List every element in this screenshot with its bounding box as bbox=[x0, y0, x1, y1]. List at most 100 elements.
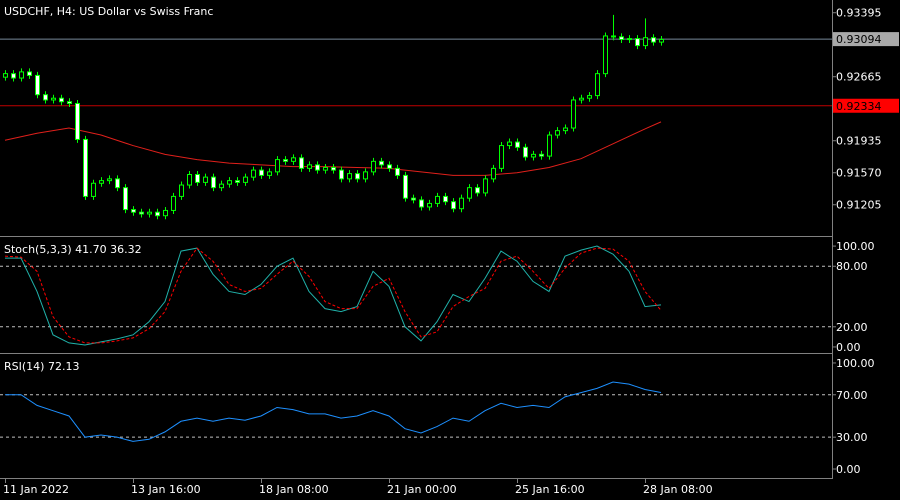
candle-body bbox=[411, 197, 416, 201]
x-tick-label: 18 Jan 08:00 bbox=[259, 483, 329, 496]
candle-body bbox=[107, 178, 112, 182]
candle-body bbox=[427, 202, 432, 208]
y-tick-label: 70.00 bbox=[836, 389, 868, 402]
candle-body bbox=[27, 71, 32, 76]
candle-body bbox=[395, 167, 400, 176]
candle-body bbox=[483, 178, 488, 194]
candle-body bbox=[643, 37, 648, 47]
candle-body bbox=[235, 180, 240, 183]
y-tick-label: 0.91205 bbox=[836, 199, 882, 212]
candle-body bbox=[539, 153, 544, 157]
candle-body bbox=[35, 74, 40, 96]
indicator-line bbox=[5, 245, 662, 346]
candle-body bbox=[619, 36, 624, 40]
candle-body bbox=[291, 157, 296, 162]
y-tick-label: 0.92665 bbox=[836, 71, 882, 84]
candle-body bbox=[443, 195, 448, 203]
x-tick-label: 13 Jan 16:00 bbox=[131, 483, 201, 496]
candle-body bbox=[531, 153, 536, 158]
y-tick-label: 100.00 bbox=[836, 357, 875, 370]
candle-body bbox=[227, 180, 232, 185]
y-tick-label: 20.00 bbox=[836, 321, 868, 334]
candle-body bbox=[155, 211, 160, 217]
candle-body bbox=[195, 173, 200, 183]
candle-body bbox=[11, 73, 16, 79]
candle-body bbox=[99, 180, 104, 184]
candle-body bbox=[403, 174, 408, 199]
candle-body bbox=[475, 187, 480, 194]
candle-body bbox=[115, 178, 120, 189]
candle-body bbox=[275, 159, 280, 173]
panel-title: USDCHF, H4: US Dollar vs Swiss Franc bbox=[4, 5, 213, 18]
x-tick-label: 21 Jan 00:00 bbox=[387, 483, 457, 496]
y-tick-label: 0.91935 bbox=[836, 135, 882, 148]
price-label: 0.93094 bbox=[836, 33, 882, 46]
candle-body bbox=[283, 159, 288, 162]
candle-body bbox=[163, 209, 168, 217]
candle-body bbox=[635, 38, 640, 47]
candle-body bbox=[131, 209, 136, 213]
candle-body bbox=[547, 134, 552, 157]
candle-body bbox=[451, 201, 456, 210]
candle-body bbox=[571, 99, 576, 129]
candle-body bbox=[243, 176, 248, 183]
price-label-box bbox=[833, 98, 899, 113]
candle-body bbox=[3, 73, 8, 78]
candle-body bbox=[611, 35, 616, 38]
candle-body bbox=[147, 211, 152, 215]
candle-body bbox=[203, 176, 208, 183]
panel-title: RSI(14) 72.13 bbox=[4, 360, 79, 373]
y-tick-label: 0.00 bbox=[836, 341, 861, 354]
candle-body bbox=[323, 166, 328, 171]
x-tick-label: 11 Jan 2022 bbox=[3, 483, 69, 496]
candle-body bbox=[555, 130, 560, 136]
candle-body bbox=[587, 95, 592, 99]
candle-body bbox=[659, 38, 664, 43]
candle-body bbox=[515, 141, 520, 148]
candle-body bbox=[651, 37, 656, 43]
candle-body bbox=[219, 183, 224, 189]
candle-body bbox=[123, 187, 128, 211]
y-tick-label: 0.00 bbox=[836, 463, 861, 476]
panel-title: Stoch(5,3,3) 41.70 36.32 bbox=[4, 243, 142, 256]
candle-body bbox=[67, 101, 72, 104]
candle-body bbox=[307, 164, 312, 169]
candle-body bbox=[267, 171, 272, 176]
candle-body bbox=[563, 127, 568, 132]
y-tick-label: 0.91570 bbox=[836, 167, 882, 180]
candle-body bbox=[467, 187, 472, 199]
y-tick-label: 80.00 bbox=[836, 260, 868, 273]
candle-body bbox=[371, 160, 376, 173]
candle-body bbox=[139, 211, 144, 215]
y-tick-label: 30.00 bbox=[836, 431, 868, 444]
candle-body bbox=[379, 160, 384, 166]
candle-body bbox=[259, 169, 264, 176]
candle-body bbox=[75, 102, 80, 140]
candle-body bbox=[595, 73, 600, 97]
candle-body bbox=[179, 184, 184, 197]
indicator-line bbox=[4, 247, 662, 344]
candle-body bbox=[347, 173, 352, 180]
candle-body bbox=[603, 35, 608, 75]
candle-body bbox=[91, 182, 96, 197]
candle-body bbox=[491, 167, 496, 180]
x-tick-label: 25 Jan 16:00 bbox=[515, 483, 585, 496]
y-tick-label: 0.93395 bbox=[836, 7, 882, 20]
candle-body bbox=[355, 173, 360, 180]
candle-body bbox=[419, 199, 424, 208]
candle-body bbox=[331, 166, 336, 171]
candle-body bbox=[339, 169, 344, 180]
candle-body bbox=[363, 171, 368, 180]
candle-body bbox=[187, 173, 192, 186]
y-tick-label: 100.00 bbox=[836, 240, 875, 253]
x-tick-label: 28 Jan 08:00 bbox=[643, 483, 713, 496]
candle-body bbox=[251, 169, 256, 178]
candle-body bbox=[299, 157, 304, 169]
candle-body bbox=[627, 38, 632, 41]
candle-body bbox=[83, 138, 88, 197]
candle-body bbox=[459, 197, 464, 210]
candle-body bbox=[579, 97, 584, 101]
